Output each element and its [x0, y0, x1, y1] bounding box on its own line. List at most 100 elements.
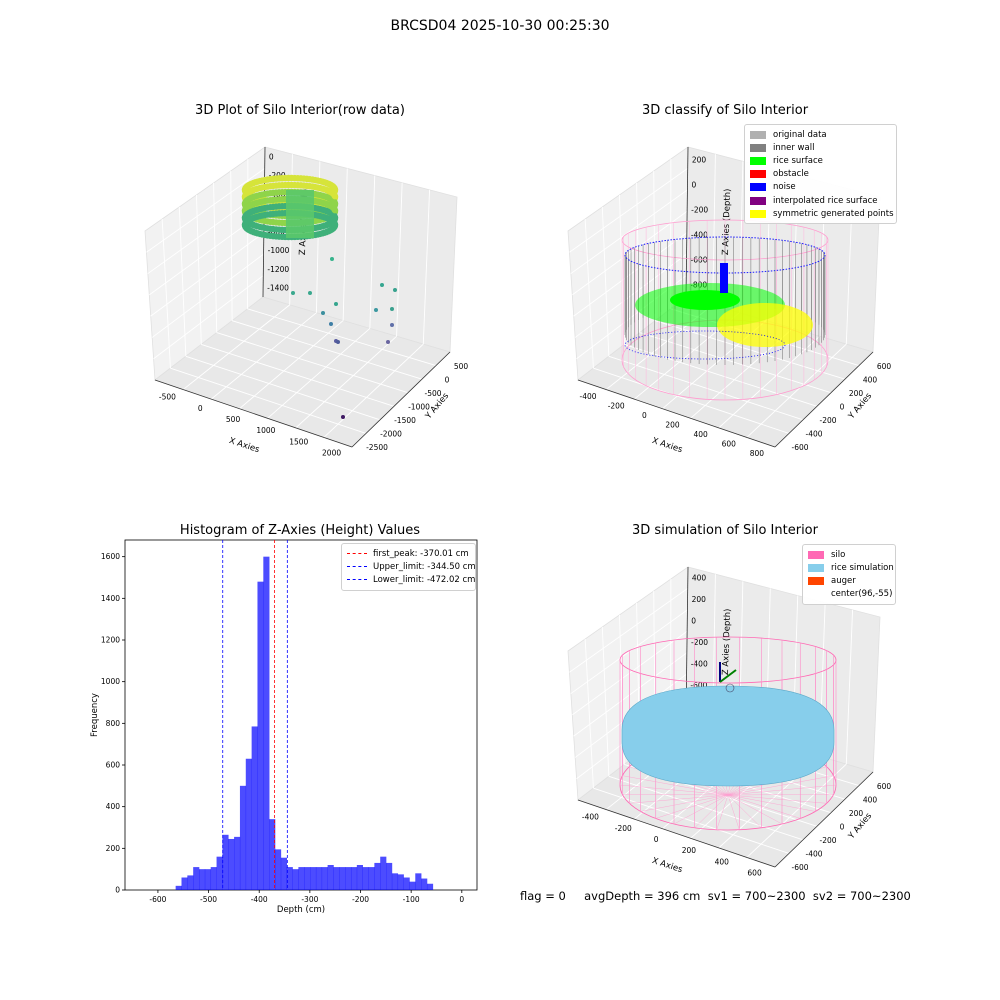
histogram-bar [181, 877, 188, 890]
legend-label: center(96,-55) [831, 589, 893, 600]
raw-point [331, 185, 339, 193]
classify-z-tick-label: -200 [691, 206, 708, 215]
classify-y-tick-label: 600 [877, 362, 892, 371]
y-axis-label: Frequency [90, 693, 100, 737]
legend-swatch [750, 170, 766, 179]
legend-swatch [808, 576, 824, 585]
classify-grid [718, 335, 820, 429]
classify-y-tick-label: 400 [863, 375, 878, 384]
histogram-bar [239, 785, 247, 890]
sim-z-tick-label: -600 [690, 681, 707, 690]
raw-point [330, 257, 334, 261]
raw-grid [151, 253, 264, 338]
raw-y-tick-label: -1500 [394, 416, 416, 425]
histogram-bar [275, 849, 282, 890]
histogram-bar [374, 862, 381, 890]
histogram-bar [350, 867, 358, 890]
legend-swatch [750, 209, 766, 218]
y-tick-label: 1000 [101, 677, 120, 686]
raw-y-tick-label: -2000 [380, 430, 402, 439]
legend-label: silo [831, 549, 846, 560]
raw-y-tick-label: -1000 [408, 403, 430, 412]
raw-x-tick-label: 1000 [256, 426, 275, 435]
histogram-bar [280, 857, 287, 890]
raw-y-tick-label: 500 [454, 362, 469, 371]
silo-floor-wire [655, 794, 729, 819]
noise-lower [624, 330, 786, 360]
raw-point [341, 415, 345, 419]
raw-grid [213, 182, 218, 333]
silo-floor-wire [727, 775, 834, 796]
histogram-bar [339, 867, 346, 890]
raw-z-tick-label: 0 [269, 152, 274, 161]
sim-grid [601, 626, 610, 777]
raw-point [329, 322, 333, 326]
sim-y-tick-label: 400 [863, 795, 878, 804]
sim-x-tick-label: 400 [715, 857, 730, 866]
classify-grid [573, 232, 688, 317]
legend-label: obstacle [773, 169, 809, 180]
sim-y-tick-label: 200 [849, 809, 864, 818]
raw-y-tick-label: -2500 [366, 443, 388, 452]
histogram-bar [386, 862, 393, 890]
sim-grid [746, 763, 847, 858]
histogram-bar [269, 819, 276, 890]
y-tick-label: 400 [106, 802, 121, 811]
legend-entry: Lower_limit: -472.02 cm [347, 573, 475, 586]
legend-label: Upper_limit: -344.50 cm [373, 561, 476, 572]
raw-z-tick-label: -1000 [268, 246, 290, 255]
legend-entry: auger [808, 574, 890, 587]
classify-x-axis [577, 379, 776, 448]
silo-floor-wire [619, 784, 729, 796]
legend-swatch [750, 183, 766, 192]
sim-z-axis-label: Z Axies (Depth) [721, 608, 733, 675]
sim-z-tick-label: -200 [691, 638, 708, 647]
histogram-bar [204, 869, 212, 890]
raw-point [331, 213, 339, 221]
classify-grid [601, 206, 610, 357]
sim-y-axis [774, 771, 874, 868]
y-tick-label: 800 [106, 719, 121, 728]
raw-x-tick-label: -500 [159, 393, 176, 402]
sim-z-tick-label: 200 [692, 595, 707, 604]
x-tick-label: -500 [200, 895, 217, 904]
histogram-bar [298, 867, 305, 890]
legend-label: auger [831, 575, 856, 586]
raw-point [331, 199, 339, 207]
classify-y-tick-label: 0 [840, 403, 845, 412]
silo-floor-wire [727, 794, 801, 819]
raw-point [386, 340, 390, 344]
sim-x-tick-label: 600 [747, 868, 762, 877]
legend-entry: inner wall [750, 141, 891, 154]
symmetric-generated [717, 303, 813, 347]
silo-floor-wire [622, 794, 729, 796]
classify-y-tick-label: -200 [819, 416, 836, 425]
legend-entry: obstacle [750, 168, 891, 181]
histogram-bar [263, 556, 270, 890]
histogram-bar [362, 867, 369, 890]
figure-title: BRCSD04 2025-10-30 00:25:30 [390, 18, 610, 34]
classify-grid [746, 343, 847, 438]
silo-floor-wire [716, 794, 729, 830]
raw-point [331, 220, 339, 228]
classify-grid [584, 218, 594, 369]
raw-grid [178, 206, 187, 357]
legend-label: first_peak: -370.01 cm [373, 548, 469, 559]
legend-swatch [808, 550, 824, 559]
x-tick-label: -100 [403, 895, 420, 904]
histogram-bar [310, 867, 317, 890]
raw-grid [170, 367, 367, 434]
classify-z-axis [685, 146, 689, 298]
legend-label: rice surface [773, 155, 823, 166]
y-tick-label: 200 [106, 844, 121, 853]
sim-grid [593, 787, 790, 854]
sim-z-tick-label: -400 [691, 659, 708, 668]
legend-swatch [808, 563, 824, 572]
histogram-legend: first_peak: -370.01 cm Upper_limit: -344.… [341, 543, 476, 591]
raw-grid [153, 275, 264, 360]
sim-y-tick-label: -400 [805, 850, 822, 859]
sim-x-axis [577, 799, 776, 868]
raw-grid [342, 168, 348, 321]
silo-floor-wire [727, 794, 783, 825]
